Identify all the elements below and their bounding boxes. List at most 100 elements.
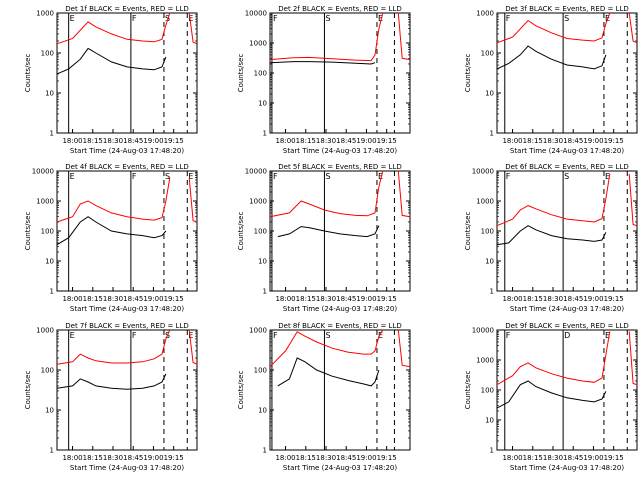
plot-frame — [56, 170, 198, 292]
x-tick-label: 19:00 — [583, 137, 603, 145]
x-tick-label: 18:15 — [523, 454, 543, 462]
y-tick-label: 10 — [485, 258, 494, 266]
chart-panel-6: Det 6f BLACK = Events, RED = LLD 1 10 100 10… — [464, 163, 638, 313]
x-tick-label: 18:15 — [296, 454, 316, 462]
event-marker-label: S — [325, 14, 330, 23]
y-tick-label: 10000 — [245, 10, 267, 18]
panel-title: Det 1f BLACK = Events, RED = LLD — [65, 5, 188, 13]
series-line-lld — [56, 12, 171, 45]
event-marker-label: F — [273, 172, 278, 181]
y-tick-label: 100 — [41, 50, 54, 58]
y-tick-label: 1 — [490, 288, 494, 296]
y-tick-label: 10 — [258, 100, 267, 108]
x-axis-label: Start Time (24-Aug-03 17:48:20) — [510, 147, 624, 155]
y-tick-label: 1000 — [476, 10, 494, 18]
y-axis-label: Counts/sec — [24, 54, 32, 93]
event-marker-label: E — [378, 14, 383, 23]
event-marker-label: F — [506, 14, 511, 23]
event-marker-label: E — [378, 172, 383, 181]
x-tick-label: 18:15 — [83, 454, 103, 462]
event-marker-label: F — [132, 331, 137, 340]
x-tick-label: 18:30 — [316, 137, 336, 145]
x-tick-label: 18:30 — [543, 295, 563, 303]
y-axis-label: Counts/sec — [464, 371, 472, 410]
x-tick-label: 19:00 — [356, 295, 376, 303]
chart-panel-1: Det 1f BLACK = Events, RED = LLD 1 10 100 10… — [24, 5, 198, 155]
event-marker-label: S — [325, 172, 330, 181]
chart-panel-3: Det 3f BLACK = Events, RED = LLD 1 10 100 10… — [464, 5, 638, 155]
plot-frame — [496, 12, 638, 134]
x-axis-label: Start Time (24-Aug-03 17:48:20) — [283, 147, 397, 155]
x-tick-label: 18:15 — [523, 295, 543, 303]
panel-title: Det 8f BLACK = Events, RED = LLD — [278, 322, 401, 330]
plot-frame — [496, 329, 638, 451]
x-tick-label: 18:00 — [502, 137, 522, 145]
event-marker-label: D — [564, 331, 570, 340]
series-line-lld — [56, 177, 171, 223]
event-marker-label: F — [132, 172, 137, 181]
y-tick-label: 100 — [41, 367, 54, 375]
x-tick-label: 19:15 — [377, 295, 397, 303]
event-marker-label: S — [325, 331, 330, 340]
x-axis-label: Start Time (24-Aug-03 17:48:20) — [283, 305, 397, 313]
x-tick-label: 18:30 — [316, 295, 336, 303]
series-line-lld — [496, 173, 611, 227]
x-tick-label: 18:00 — [275, 137, 295, 145]
series-line-events — [496, 45, 607, 70]
x-tick-label: 18:45 — [563, 137, 583, 145]
y-axis-label: Counts/sec — [237, 212, 245, 251]
y-tick-label: 10000 — [245, 168, 267, 176]
panel-title: Det 6f BLACK = Events, RED = LLD — [505, 163, 628, 171]
series-line-events — [56, 373, 167, 390]
y-tick-label: 1 — [50, 288, 54, 296]
x-axis-label: Start Time (24-Aug-03 17:48:20) — [70, 305, 184, 313]
x-tick-label: 18:45 — [123, 137, 143, 145]
x-tick-label: 18:15 — [296, 295, 316, 303]
y-axis-label: Counts/sec — [24, 212, 32, 251]
x-tick-label: 19:00 — [356, 454, 376, 462]
event-marker-label: S — [165, 14, 170, 23]
y-tick-label: 100 — [481, 228, 494, 236]
event-marker-label: S — [564, 14, 569, 23]
chart-panel-8: Det 8f BLACK = Events, RED = LLD 1 10 100 10… — [237, 322, 411, 472]
x-tick-label: 19:00 — [143, 137, 163, 145]
event-marker-label: E — [188, 331, 193, 340]
x-axis-label: Start Time (24-Aug-03 17:48:20) — [510, 305, 624, 313]
y-tick-label: 1 — [50, 130, 54, 138]
y-tick-label: 1 — [263, 130, 267, 138]
series-line-lld-tail — [397, 12, 411, 61]
y-tick-label: 10 — [485, 417, 494, 425]
x-tick-label: 19:15 — [604, 295, 624, 303]
x-tick-label: 18:15 — [296, 137, 316, 145]
x-axis-label: Start Time (24-Aug-03 17:48:20) — [510, 464, 624, 472]
panel-title: Det 3f BLACK = Events, RED = LLD — [505, 5, 628, 13]
x-tick-label: 19:15 — [377, 454, 397, 462]
event-marker-label: F — [273, 331, 278, 340]
y-tick-label: 10 — [258, 258, 267, 266]
x-tick-label: 18:00 — [62, 137, 82, 145]
x-tick-label: 18:30 — [103, 137, 123, 145]
series-line-lld-tail — [188, 177, 198, 223]
event-marker-label: E — [70, 14, 75, 23]
x-tick-label: 18:00 — [275, 454, 295, 462]
series-line-lld — [269, 12, 384, 62]
y-tick-label: 1000 — [249, 40, 267, 48]
series-line-lld — [269, 329, 384, 368]
y-tick-label: 100 — [481, 50, 494, 58]
series-line-lld-tail — [188, 12, 198, 45]
panel-title: Det 7f BLACK = Events, RED = LLD — [65, 322, 188, 330]
x-tick-label: 18:45 — [563, 454, 583, 462]
x-axis-label: Start Time (24-Aug-03 17:48:20) — [70, 464, 184, 472]
event-marker-label: E — [188, 14, 193, 23]
series-line-events — [277, 225, 380, 238]
y-tick-label: 1000 — [36, 10, 54, 18]
x-tick-label: 18:45 — [336, 454, 356, 462]
y-tick-label: 10 — [45, 407, 54, 415]
event-marker-label: E — [188, 172, 193, 181]
x-tick-label: 18:15 — [83, 137, 103, 145]
x-tick-label: 18:45 — [336, 295, 356, 303]
x-tick-label: 19:15 — [377, 137, 397, 145]
panel-title: Det 2f BLACK = Events, RED = LLD — [278, 5, 401, 13]
plot-frame — [269, 329, 411, 451]
x-tick-label: 19:00 — [583, 295, 603, 303]
